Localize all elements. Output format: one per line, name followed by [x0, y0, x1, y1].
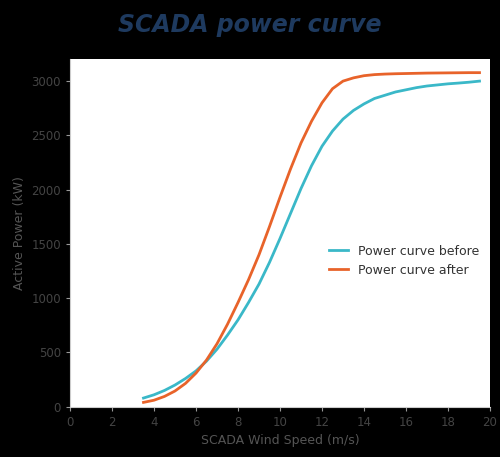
Power curve before: [445, 81, 451, 86]
Power curve after: [204, 357, 210, 363]
Power curve before: [140, 395, 146, 401]
Power curve after: [361, 73, 367, 79]
Power curve before: [204, 358, 210, 364]
Power curve before: [256, 282, 262, 287]
Power curve before: [456, 80, 462, 86]
Power curve after: [476, 70, 482, 75]
Power curve after: [151, 398, 157, 403]
Power curve before: [414, 85, 420, 90]
Power curve before: [151, 392, 157, 398]
Power curve before: [214, 346, 220, 352]
Power curve after: [308, 118, 314, 124]
Power curve after: [403, 71, 409, 76]
Power curve before: [182, 376, 188, 381]
Line: Power curve after: Power curve after: [144, 73, 479, 402]
Power curve before: [298, 186, 304, 191]
Power curve after: [162, 393, 168, 399]
Power curve after: [372, 72, 378, 77]
Power curve after: [434, 70, 440, 76]
Power curve after: [193, 370, 199, 376]
Power curve after: [445, 70, 451, 75]
Power curve before: [340, 117, 346, 122]
Text: SCADA power curve: SCADA power curve: [118, 13, 382, 37]
Power curve before: [476, 79, 482, 84]
Power curve before: [403, 87, 409, 93]
Power curve before: [172, 382, 178, 388]
Power curve after: [340, 79, 346, 84]
Power curve after: [330, 86, 336, 91]
Power curve before: [466, 80, 472, 85]
Power curve before: [162, 388, 168, 393]
Power curve before: [235, 317, 241, 323]
Power curve after: [298, 140, 304, 146]
Power curve after: [319, 100, 325, 106]
Power curve after: [140, 399, 146, 405]
X-axis label: SCADA Wind Speed (m/s): SCADA Wind Speed (m/s): [200, 434, 360, 447]
Power curve before: [277, 236, 283, 241]
Y-axis label: Active Power (kW): Active Power (kW): [13, 176, 26, 290]
Power curve before: [193, 368, 199, 374]
Power curve after: [214, 341, 220, 346]
Power curve after: [456, 70, 462, 75]
Power curve after: [266, 224, 272, 229]
Power curve before: [288, 211, 294, 216]
Power curve before: [224, 332, 230, 338]
Power curve after: [392, 71, 398, 76]
Power curve before: [382, 92, 388, 98]
Power curve before: [372, 96, 378, 101]
Power curve after: [182, 381, 188, 386]
Power curve after: [424, 70, 430, 76]
Power curve before: [424, 83, 430, 89]
Power curve before: [361, 101, 367, 106]
Power curve after: [172, 388, 178, 394]
Power curve after: [350, 75, 356, 80]
Power curve after: [235, 300, 241, 305]
Power curve after: [256, 252, 262, 258]
Power curve after: [277, 195, 283, 200]
Power curve after: [288, 166, 294, 172]
Power curve before: [350, 108, 356, 113]
Power curve before: [319, 143, 325, 149]
Power curve after: [414, 70, 420, 76]
Power curve after: [382, 71, 388, 77]
Power curve before: [392, 89, 398, 95]
Power curve after: [466, 70, 472, 75]
Power curve after: [246, 277, 252, 282]
Power curve after: [224, 322, 230, 327]
Power curve before: [434, 82, 440, 88]
Power curve before: [330, 128, 336, 134]
Power curve before: [266, 260, 272, 265]
Power curve before: [246, 300, 252, 305]
Power curve before: [308, 163, 314, 169]
Legend: Power curve before, Power curve after: Power curve before, Power curve after: [324, 240, 484, 282]
Line: Power curve before: Power curve before: [144, 81, 479, 398]
